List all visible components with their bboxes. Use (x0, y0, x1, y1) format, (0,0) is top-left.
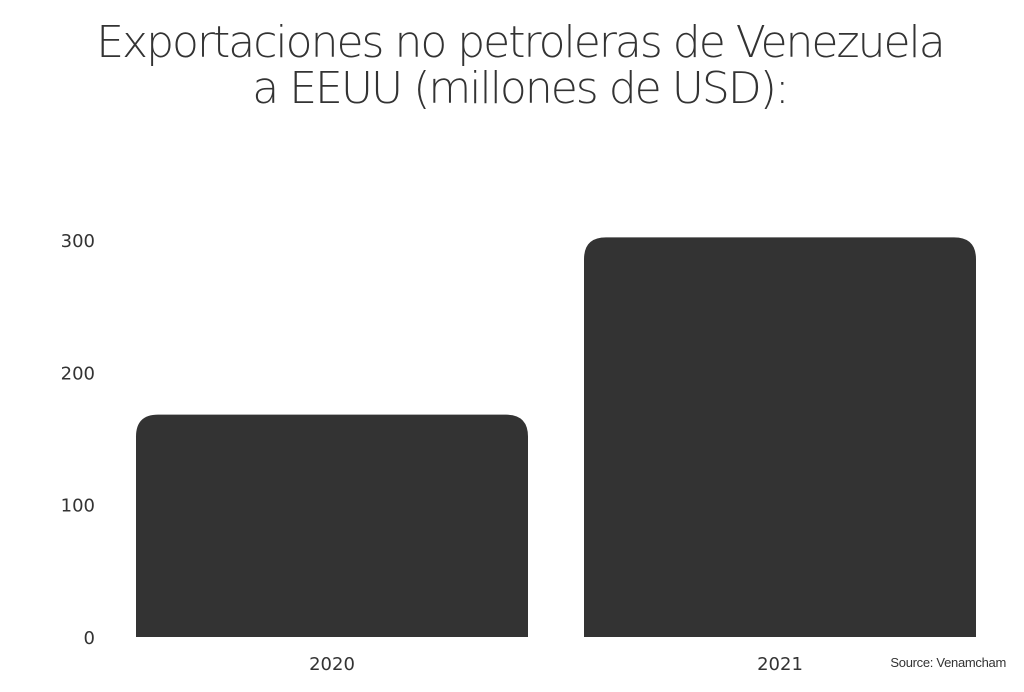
x-tick-label-2020: 2020 (309, 654, 355, 675)
bar-2021 (584, 237, 976, 637)
x-tick-label-2021: 2021 (757, 654, 803, 675)
source-note: Source: Venamcham (890, 655, 1006, 670)
y-tick-label-200: 200 (61, 363, 95, 384)
chart-title-line-2: a EEUU (millones de USD): (252, 63, 789, 114)
y-tick-label-0: 0 (84, 628, 95, 649)
bars (136, 237, 976, 637)
x-axis: 2020 2021 (309, 654, 803, 675)
chart-title: Exportaciones no petroleras de Venezuela… (0, 20, 1024, 112)
chart-title-line-1: Exportaciones no petroleras de Venezuela (96, 17, 945, 68)
bar-2020 (136, 414, 528, 637)
y-tick-label-100: 100 (61, 496, 95, 517)
y-tick-label-300: 300 (61, 231, 95, 252)
y-axis: 0 100 200 300 (61, 231, 95, 649)
